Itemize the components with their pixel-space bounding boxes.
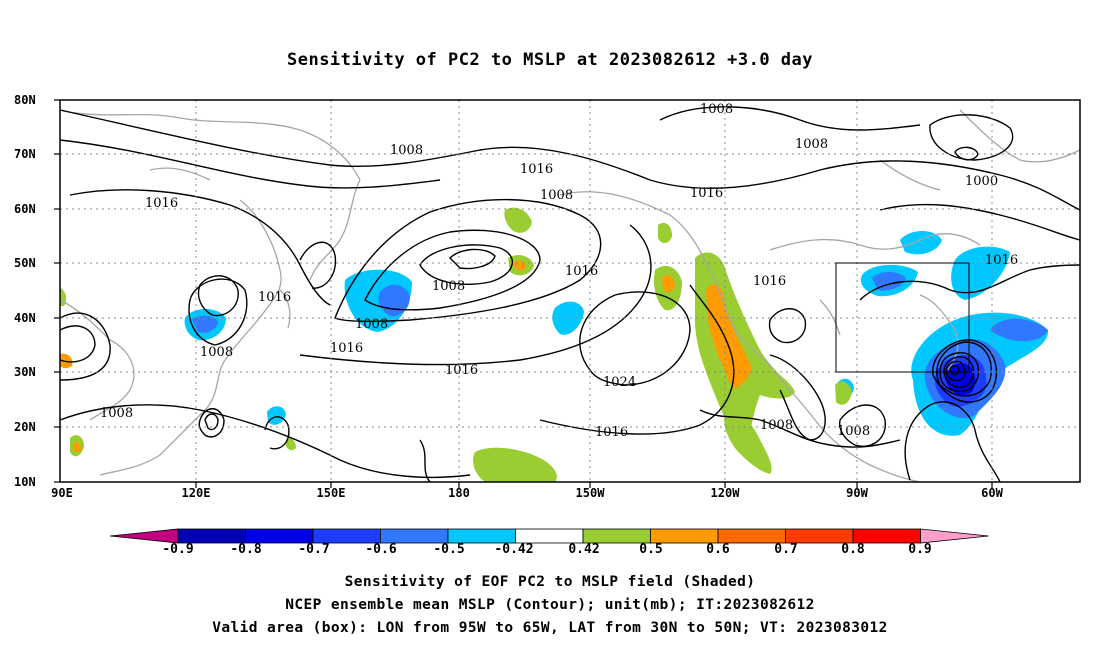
colorbar-label: -0.42 bbox=[494, 542, 534, 557]
colorbar-right-arrow bbox=[920, 528, 989, 544]
contour-labels: 1008 1008 1008 1016 1016 1008 1016 1000 … bbox=[100, 102, 1018, 440]
colorbar-swatch bbox=[785, 528, 854, 544]
colorbar-label: -0.5 bbox=[433, 542, 465, 557]
colorbar bbox=[109, 528, 989, 544]
lat-label: 60N bbox=[14, 202, 36, 216]
contour-label: 1016 bbox=[985, 253, 1018, 268]
colorbar-swatch bbox=[650, 528, 719, 544]
axis-ticks bbox=[54, 99, 993, 488]
lon-label: 120W bbox=[710, 486, 740, 500]
shade-negative-patch bbox=[192, 315, 218, 333]
map-frame bbox=[59, 99, 1081, 483]
contour-label: 1016 bbox=[753, 274, 786, 289]
colorbar-label: 0.7 bbox=[774, 542, 798, 557]
colorbar-label: -0.8 bbox=[230, 542, 262, 557]
colorbar-left-arrow bbox=[109, 528, 179, 544]
shade-positive-patch bbox=[473, 447, 557, 482]
colorbar-swatch bbox=[177, 528, 246, 544]
colorbar-label: -0.6 bbox=[365, 542, 397, 557]
colorbar-label: -0.7 bbox=[298, 542, 330, 557]
contour-label: 1024 bbox=[603, 375, 636, 390]
lon-label: 120E bbox=[181, 486, 211, 500]
colorbar-label: 0.8 bbox=[841, 542, 865, 557]
shade-negative-patch bbox=[552, 301, 584, 335]
shade-negative-patch bbox=[951, 246, 1010, 300]
lat-label: 10N bbox=[14, 475, 36, 489]
contour-label: 1016 bbox=[690, 186, 723, 201]
lat-label: 40N bbox=[14, 311, 36, 325]
contour-label: 1008 bbox=[355, 317, 388, 332]
contour-label: 1016 bbox=[445, 363, 478, 378]
colorbar-label: 0.42 bbox=[568, 542, 600, 557]
colorbar-label: 0.6 bbox=[706, 542, 730, 557]
shade-negative-patch bbox=[872, 272, 906, 291]
footer-line-3: Valid area (box): LON from 95W to 65W, L… bbox=[212, 620, 888, 636]
shaded-sensitivity-layer bbox=[60, 207, 1049, 482]
contour-label: 1016 bbox=[145, 196, 178, 211]
colorbar-swatch bbox=[852, 528, 921, 544]
coastlines bbox=[59, 109, 1081, 483]
colorbar-swatch bbox=[717, 528, 786, 544]
lat-label: 30N bbox=[14, 365, 36, 379]
colorbar-label: 0.9 bbox=[908, 542, 932, 557]
lon-label: 150E bbox=[316, 486, 346, 500]
lat-label: 50N bbox=[14, 256, 36, 270]
colorbar-swatch bbox=[582, 528, 651, 544]
lon-label: 90E bbox=[51, 486, 73, 500]
contour-label: 1000 bbox=[965, 174, 998, 189]
contour-label: 1016 bbox=[258, 290, 291, 305]
contour-label: 1008 bbox=[540, 188, 573, 203]
shade-negative-patch bbox=[900, 231, 942, 255]
shade-positive-patch bbox=[658, 222, 672, 244]
shade-positive-patch bbox=[73, 442, 81, 453]
footer-line-2: NCEP ensemble mean MSLP (Contour); unit(… bbox=[285, 597, 815, 613]
shade-positive-patch bbox=[835, 381, 852, 405]
colorbar-label: -0.9 bbox=[162, 542, 194, 557]
lon-label: 60W bbox=[981, 486, 1003, 500]
shade-negative-patch bbox=[267, 406, 286, 425]
map-title: Sensitivity of PC2 to MSLP at 2023082612… bbox=[286, 50, 813, 70]
lat-label: 80N bbox=[14, 93, 36, 107]
shade-negative-patch bbox=[990, 318, 1048, 342]
graticule bbox=[60, 100, 1080, 482]
colorbar-swatch bbox=[515, 528, 584, 544]
colorbar-swatch bbox=[312, 528, 381, 544]
contour-label: 1016 bbox=[565, 264, 598, 279]
shade-positive-patch bbox=[286, 438, 296, 451]
lat-label: 20N bbox=[14, 420, 36, 434]
valid-area-box bbox=[835, 262, 970, 373]
colorbar-swatch bbox=[447, 528, 516, 544]
footer-line-1: Sensitivity of EOF PC2 to MSLP field (Sh… bbox=[344, 574, 756, 590]
contour-label: 1016 bbox=[520, 162, 553, 177]
contour-label: 1016 bbox=[330, 341, 363, 356]
contour-label: 1008 bbox=[837, 424, 870, 439]
mslp-contours bbox=[59, 106, 1081, 483]
contour-label: 1008 bbox=[100, 406, 133, 421]
contour-label: 1008 bbox=[200, 345, 233, 360]
colorbar-label: 0.5 bbox=[639, 542, 663, 557]
lon-label: 180 bbox=[448, 486, 470, 500]
contour-label: 1016 bbox=[595, 425, 628, 440]
colorbar-swatch bbox=[380, 528, 449, 544]
shade-positive-patch bbox=[706, 284, 752, 389]
lon-label: 90W bbox=[846, 486, 868, 500]
lon-label: 150W bbox=[575, 486, 605, 500]
contour-label: 1008 bbox=[700, 102, 733, 117]
colorbar-swatch bbox=[245, 528, 314, 544]
contour-label: 1008 bbox=[795, 137, 828, 152]
contour-label: 1008 bbox=[390, 143, 423, 158]
shade-positive-patch bbox=[662, 275, 675, 293]
contour-label: 1008 bbox=[760, 418, 793, 433]
lat-label: 70N bbox=[14, 147, 36, 161]
contour-label: 1008 bbox=[432, 279, 465, 294]
shade-positive-patch bbox=[724, 413, 772, 474]
shade-positive-patch bbox=[504, 207, 532, 233]
